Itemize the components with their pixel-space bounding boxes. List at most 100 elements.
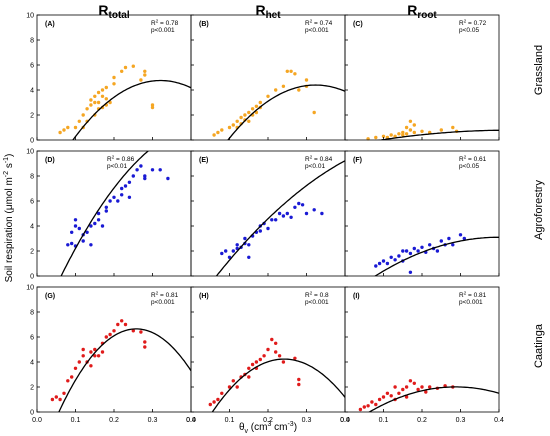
- data-point: [247, 243, 251, 247]
- data-point: [247, 110, 251, 115]
- data-point: [123, 184, 128, 188]
- data-point: [420, 385, 424, 389]
- data-point: [401, 249, 405, 253]
- data-point: [143, 176, 147, 181]
- x-tick-label: 0.1: [71, 417, 81, 424]
- data-point: [104, 97, 109, 101]
- x-tick-label: 0.0: [32, 417, 42, 424]
- data-point: [416, 387, 420, 392]
- data-point: [397, 254, 401, 258]
- x-axis-label: θv (cm3 cm-3): [239, 421, 297, 435]
- data-point: [416, 249, 420, 253]
- data-point: [239, 115, 243, 120]
- data-point: [227, 125, 232, 130]
- data-point: [451, 243, 455, 247]
- p-value: p<0.01: [107, 163, 127, 170]
- data-point: [274, 341, 278, 345]
- y-tick-label: 4: [30, 88, 34, 95]
- data-point: [266, 226, 270, 231]
- column-title-total: Rtotal: [98, 2, 129, 21]
- data-point: [135, 168, 139, 172]
- data-point: [358, 407, 363, 412]
- panel-label: (B): [199, 21, 209, 28]
- data-point: [104, 85, 109, 90]
- x-tick-label: 0.1: [225, 417, 235, 424]
- fit-curve: [374, 236, 499, 276]
- data-point: [412, 123, 416, 127]
- x-tick-label: 0.1: [379, 417, 389, 424]
- panel-label: (H): [199, 293, 209, 300]
- data-point: [293, 72, 297, 76]
- y-axis-label: Soil respiration (μmol m-2 s-1): [3, 154, 15, 283]
- data-point: [108, 332, 112, 337]
- x-tick-label: 0.4: [340, 417, 350, 424]
- data-point: [93, 94, 97, 99]
- data-point: [104, 205, 109, 209]
- data-point: [224, 249, 228, 253]
- y-tick-label: 2: [30, 385, 34, 392]
- y-tick-label: 10: [26, 285, 34, 292]
- p-value: p<0.001: [151, 27, 175, 34]
- fit-curve: [368, 386, 499, 412]
- panel-f: (F) R2 = 0.61p<0.05: [344, 150, 500, 277]
- data-point: [120, 193, 124, 197]
- data-point: [243, 236, 247, 241]
- data-point: [62, 128, 66, 132]
- data-point: [158, 168, 162, 172]
- data-point: [85, 107, 89, 111]
- data-point: [393, 385, 397, 389]
- data-point: [100, 88, 105, 92]
- panel-label: (G): [45, 293, 55, 300]
- data-point: [254, 104, 259, 109]
- panel-h: 0.0 0.1 0.2 0.3 0.4 (H) R2 = 0.8p<0.001: [186, 286, 350, 424]
- r-squared: R2 = 0.8: [305, 291, 329, 300]
- x-tick-label: 0.0: [186, 417, 196, 424]
- data-point: [108, 199, 112, 203]
- panel-label: (F): [353, 157, 362, 164]
- data-point: [381, 134, 386, 138]
- data-point: [297, 377, 301, 382]
- data-point: [412, 246, 416, 251]
- data-point: [81, 354, 85, 358]
- data-point: [274, 218, 278, 222]
- data-point: [93, 354, 97, 358]
- x-tick-label: 0.2: [417, 417, 427, 424]
- data-point: [120, 319, 124, 323]
- data-point: [143, 69, 147, 74]
- r-squared: R2 = 0.72: [459, 19, 487, 28]
- panel-label: (C): [353, 21, 363, 28]
- y-tick-label: 8: [30, 38, 34, 45]
- data-point: [131, 64, 135, 68]
- data-point: [112, 329, 116, 333]
- data-point: [77, 226, 82, 231]
- data-point: [93, 221, 97, 226]
- data-point: [250, 107, 255, 111]
- r-squared: R2 = 0.74: [305, 19, 333, 28]
- row-label-caatinga: Caatinga: [533, 323, 545, 368]
- data-point: [139, 164, 143, 168]
- data-point: [424, 390, 428, 394]
- data-point: [112, 82, 116, 86]
- data-point: [404, 249, 409, 253]
- data-point: [89, 364, 93, 368]
- data-point: [85, 230, 89, 234]
- data-point: [266, 94, 270, 99]
- data-point: [262, 354, 266, 358]
- data-point: [89, 243, 93, 247]
- data-point: [250, 362, 255, 367]
- panel-e: (E) R2 = 0.84p<0.01: [190, 150, 346, 277]
- data-point: [304, 78, 309, 82]
- data-point: [300, 203, 305, 207]
- data-point: [220, 391, 224, 395]
- y-tick-label: 6: [30, 335, 34, 342]
- data-point: [266, 347, 270, 352]
- data-point: [304, 211, 309, 216]
- data-point: [93, 100, 97, 105]
- data-point: [100, 350, 105, 354]
- data-point: [312, 208, 316, 212]
- data-point: [247, 255, 251, 259]
- data-point: [274, 88, 278, 92]
- data-point: [389, 394, 393, 398]
- data-point: [96, 218, 101, 222]
